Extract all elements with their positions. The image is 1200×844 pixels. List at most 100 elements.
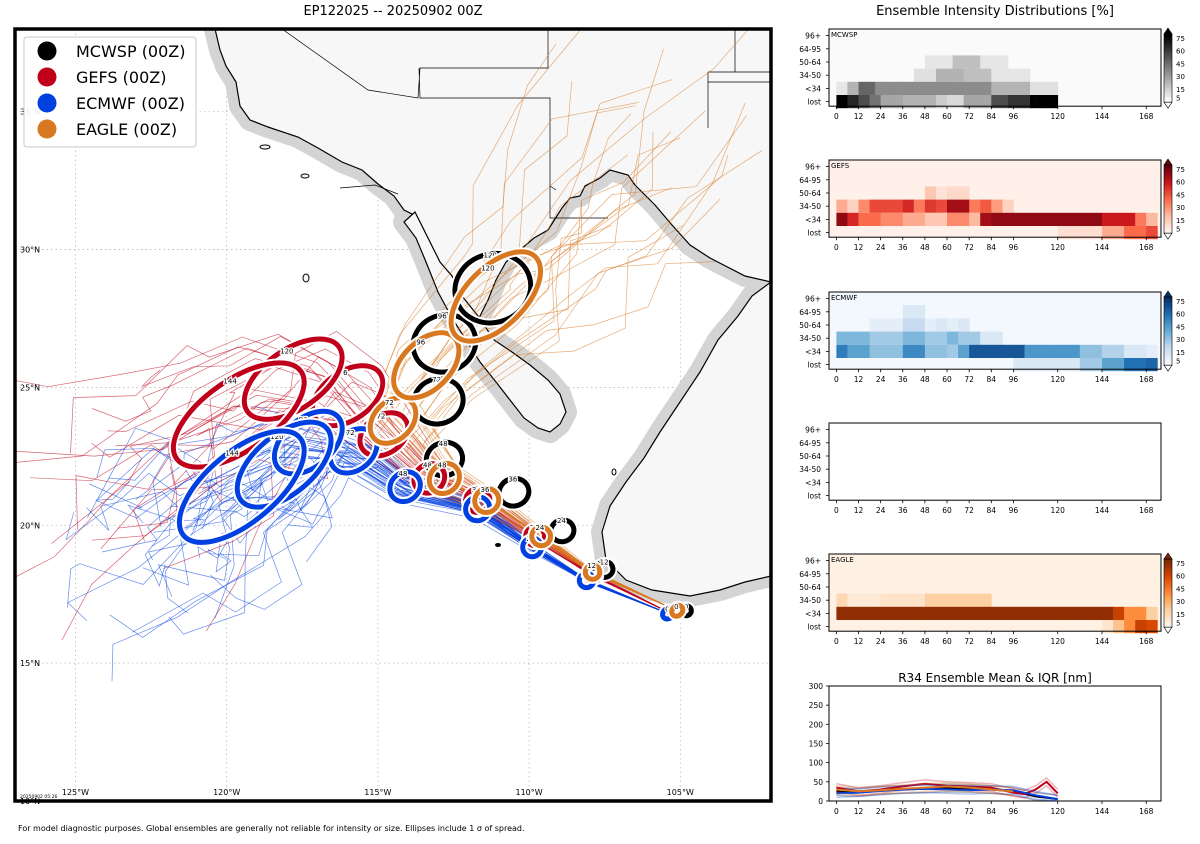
spread-ellipse: [387, 469, 423, 505]
heatmap-cell: [936, 95, 942, 109]
heatmap-cell: [869, 212, 882, 226]
forecast-hour-tick-label: 12: [854, 112, 864, 121]
heatmap-cell: [1135, 212, 1147, 226]
intensity-category-label: <34: [805, 84, 821, 93]
heatmap-cell: [864, 81, 870, 95]
heatmap-cell: [1146, 344, 1158, 358]
colorbar-segment: [1164, 331, 1172, 335]
heatmap-cell: [1135, 606, 1147, 620]
colorbar-tick-label: 5: [1176, 619, 1180, 627]
forecast-hour-tick-label: 144: [1095, 637, 1110, 646]
heatmap-cell: [1013, 68, 1020, 82]
forecast-hour-tick-label: 48: [920, 243, 930, 252]
colorbar-segment: [1164, 176, 1172, 180]
heatmap-cell: [919, 81, 926, 95]
heatmap-cell: [836, 199, 848, 213]
heatmap-cell: [969, 199, 981, 213]
heatmap-cell: [836, 212, 848, 226]
heatmap-cell: [1146, 606, 1158, 620]
r34-x-tick-label: 120: [1051, 807, 1066, 816]
heatmap-cell: [924, 68, 931, 82]
r34-y-tick-label: 150: [809, 740, 824, 749]
heatmap-cell: [924, 199, 937, 213]
colorbar-frame: [1163, 33, 1173, 103]
heatmap-cell: [836, 606, 848, 620]
colorbar-min-arrow: [1163, 626, 1173, 634]
heatmap-cell: [958, 606, 970, 620]
forecast-hour-label: 0: [674, 603, 678, 611]
intensity-category-label: 96+: [805, 163, 821, 172]
forecast-hour-label: 48: [399, 470, 408, 478]
colorbar-max-arrow: [1163, 552, 1173, 560]
heatmap-cell: [1024, 81, 1031, 95]
map-stamp: 20250902 05:26: [20, 794, 57, 800]
heatmap-cell: [958, 318, 970, 332]
heatmap-cell: [880, 593, 893, 607]
forecast-hour-label: 48: [438, 462, 447, 470]
colorbar-segment: [1164, 173, 1172, 177]
colorbar-segment: [1164, 314, 1172, 318]
heatmap-cell: [963, 55, 970, 69]
heatmap-frame: [828, 291, 1162, 370]
r34-iqr-upper: [836, 777, 1059, 792]
colorbar-segment: [1164, 336, 1172, 341]
heatmap-cell: [1024, 358, 1036, 372]
heatmap-cell: [1057, 606, 1070, 620]
r34-y-tick-label: 0: [818, 797, 823, 806]
colorbar-tick-label: 60: [1176, 573, 1185, 581]
r34-y-tick-label: 50: [813, 778, 823, 787]
heatmap-cell: [985, 55, 992, 69]
intensity-category-label: 64-95: [799, 308, 821, 317]
colorbar-tick-label: 75: [1176, 166, 1185, 174]
spread-ellipse-group: 12: [580, 560, 605, 584]
colorbar-tick-label: 30: [1176, 336, 1185, 344]
forecast-hour-tick-label: 36: [898, 112, 908, 121]
colorbar-segment: [1164, 230, 1172, 234]
heatmap-cell: [996, 55, 1003, 69]
heatmap-cell: [858, 212, 870, 226]
heatmap-cell: [991, 68, 998, 82]
heatmap-model-name: ECMWF: [831, 294, 857, 302]
forecast-hour-tick-label: 60: [942, 375, 952, 384]
heatmap-cell: [1113, 212, 1125, 226]
forecast-hour-tick-label: 48: [920, 637, 930, 646]
colorbar-segment: [1164, 624, 1172, 628]
colorbar-tick-label: 45: [1176, 585, 1185, 593]
colorbar-segment: [1164, 65, 1172, 69]
heatmap-cell: [1057, 344, 1070, 358]
heatmap-cell: [969, 81, 976, 95]
colorbar-tick-label: 45: [1176, 191, 1185, 199]
forecast-hour-label: 72: [376, 413, 385, 421]
r34-iqr-lower: [836, 791, 1058, 802]
heatmap-cell: [1007, 95, 1014, 109]
colorbar-segment: [1164, 593, 1172, 597]
r34-x-tick-label: 72: [964, 807, 974, 816]
heatmap-cell: [936, 318, 948, 332]
forecast-hour-tick-label: 60: [942, 637, 952, 646]
heatmap-cell: [936, 212, 948, 226]
spread-ellipse: [426, 460, 462, 496]
heatmap-cell: [924, 331, 937, 345]
forecast-hour-label: 120: [280, 347, 293, 355]
forecast-hour-label: 96: [339, 369, 348, 377]
heatmap-cell: [858, 593, 870, 607]
r34-chart: R34 Ensemble Mean & IQR [nm] 0 50 100 150 200…: [809, 671, 1162, 816]
forecast-hour-tick-label: 84: [987, 375, 997, 384]
heatmap-cell: [958, 186, 970, 200]
heatmap-cell: [913, 305, 926, 319]
forecast-hour-label: 72: [385, 399, 394, 407]
heatmap-cell: [902, 331, 915, 345]
heatmap-cell: [891, 593, 904, 607]
forecast-hour-tick-label: 96: [1009, 375, 1019, 384]
heatmap-cell: [847, 212, 859, 226]
colorbar-segment: [1164, 199, 1172, 203]
heatmap-cell: [947, 212, 959, 226]
forecast-hour-tick-label: 120: [1051, 243, 1066, 252]
intensity-category-label: lost: [807, 98, 821, 107]
heatmap-cell: [924, 212, 937, 226]
heatmap-cell: [1002, 68, 1009, 82]
heatmap-cell: [1002, 344, 1014, 358]
colorbar-segment: [1164, 82, 1172, 86]
heatmap-cell: [858, 606, 870, 620]
heatmap-cell: [1102, 606, 1114, 620]
